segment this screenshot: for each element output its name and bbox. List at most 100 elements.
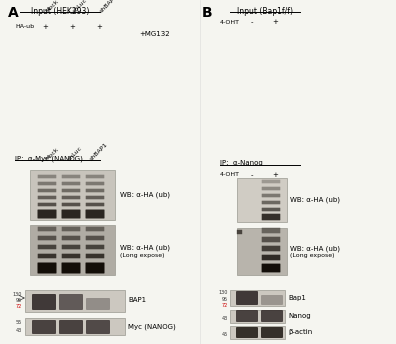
Text: 72: 72 (222, 303, 228, 308)
Text: shBAP1: shBAP1 (89, 142, 109, 162)
FancyBboxPatch shape (38, 262, 57, 273)
FancyBboxPatch shape (86, 182, 104, 185)
Bar (25, 318, 125, 335)
FancyBboxPatch shape (262, 228, 280, 233)
FancyBboxPatch shape (38, 236, 56, 240)
Text: WB: α-HA (ub): WB: α-HA (ub) (290, 197, 340, 203)
Text: +: + (96, 24, 102, 30)
FancyBboxPatch shape (86, 227, 104, 231)
FancyBboxPatch shape (32, 320, 56, 334)
Text: +: + (42, 24, 48, 30)
FancyBboxPatch shape (262, 180, 280, 183)
FancyBboxPatch shape (61, 262, 80, 273)
Text: BAP1: BAP1 (128, 297, 146, 303)
Text: shBAP1: shBAP1 (99, 0, 119, 14)
Text: +: + (272, 172, 278, 178)
Text: Nanog: Nanog (288, 313, 310, 319)
Text: -: - (251, 172, 253, 178)
Text: 4-OHT: 4-OHT (220, 172, 240, 177)
FancyBboxPatch shape (38, 189, 56, 192)
FancyBboxPatch shape (86, 320, 110, 334)
Bar (230, 310, 285, 323)
Bar (230, 290, 285, 306)
FancyBboxPatch shape (262, 194, 280, 197)
Text: Mock: Mock (45, 147, 60, 162)
Text: WB: α-HA (ub): WB: α-HA (ub) (120, 245, 170, 251)
FancyBboxPatch shape (38, 209, 57, 218)
FancyBboxPatch shape (61, 209, 80, 218)
Text: 4-OHT: 4-OHT (220, 20, 240, 24)
Text: WB: α-HA (ub): WB: α-HA (ub) (120, 192, 170, 198)
Text: Mock: Mock (45, 0, 60, 14)
FancyBboxPatch shape (261, 310, 283, 322)
Bar (230, 326, 285, 339)
Text: Myc (NANOG): Myc (NANOG) (128, 324, 176, 330)
Text: β-actin: β-actin (288, 329, 312, 335)
Text: 95: 95 (222, 297, 228, 302)
FancyBboxPatch shape (262, 237, 280, 242)
FancyBboxPatch shape (262, 201, 280, 204)
FancyBboxPatch shape (59, 294, 83, 310)
FancyBboxPatch shape (86, 262, 105, 273)
Bar (237, 178, 287, 222)
Text: +: + (272, 19, 278, 25)
Text: WB: α-HA (ub): WB: α-HA (ub) (290, 246, 340, 252)
FancyBboxPatch shape (38, 182, 56, 185)
Text: IP:  α-Nanog: IP: α-Nanog (220, 160, 263, 166)
Text: Bap1: Bap1 (288, 295, 306, 301)
FancyBboxPatch shape (38, 227, 56, 231)
FancyBboxPatch shape (62, 175, 80, 178)
Text: 55: 55 (16, 320, 22, 325)
FancyBboxPatch shape (62, 203, 80, 206)
FancyBboxPatch shape (38, 254, 56, 258)
FancyBboxPatch shape (62, 196, 80, 199)
Text: +: + (69, 24, 75, 30)
Text: 130: 130 (13, 292, 22, 297)
FancyBboxPatch shape (261, 327, 283, 338)
FancyBboxPatch shape (236, 291, 258, 305)
FancyBboxPatch shape (62, 236, 80, 240)
Text: shLuc: shLuc (67, 146, 83, 162)
Text: 45: 45 (222, 332, 228, 337)
FancyBboxPatch shape (262, 246, 280, 251)
FancyBboxPatch shape (237, 230, 242, 234)
FancyBboxPatch shape (86, 189, 104, 192)
FancyBboxPatch shape (86, 236, 104, 240)
FancyBboxPatch shape (86, 203, 104, 206)
Text: 95: 95 (16, 298, 22, 303)
Text: A: A (8, 6, 19, 20)
Text: 43: 43 (16, 328, 22, 333)
Text: Input (Bap1f/f): Input (Bap1f/f) (237, 7, 293, 16)
FancyBboxPatch shape (62, 227, 80, 231)
FancyBboxPatch shape (262, 264, 280, 272)
FancyBboxPatch shape (59, 320, 83, 334)
Text: 72: 72 (16, 304, 22, 309)
FancyBboxPatch shape (262, 255, 280, 260)
Bar (30, 170, 115, 220)
FancyBboxPatch shape (62, 245, 80, 249)
FancyBboxPatch shape (38, 245, 56, 249)
Text: 43: 43 (222, 316, 228, 321)
FancyBboxPatch shape (62, 254, 80, 258)
Text: (Long expose): (Long expose) (290, 254, 335, 258)
FancyBboxPatch shape (32, 294, 56, 310)
FancyBboxPatch shape (86, 196, 104, 199)
FancyBboxPatch shape (236, 327, 258, 338)
FancyBboxPatch shape (62, 182, 80, 185)
FancyBboxPatch shape (262, 214, 280, 220)
Bar (25, 290, 125, 312)
Text: B: B (202, 6, 213, 20)
Text: +MG132: +MG132 (140, 31, 170, 37)
Text: HA-ub: HA-ub (15, 24, 34, 30)
FancyBboxPatch shape (261, 295, 283, 305)
FancyBboxPatch shape (86, 209, 105, 218)
FancyBboxPatch shape (236, 310, 258, 322)
Text: shLuc: shLuc (72, 0, 88, 14)
FancyBboxPatch shape (86, 254, 104, 258)
FancyBboxPatch shape (86, 245, 104, 249)
Text: 130: 130 (219, 290, 228, 295)
FancyBboxPatch shape (38, 203, 56, 206)
Bar (30, 225, 115, 275)
FancyBboxPatch shape (62, 189, 80, 192)
Text: -: - (251, 19, 253, 25)
